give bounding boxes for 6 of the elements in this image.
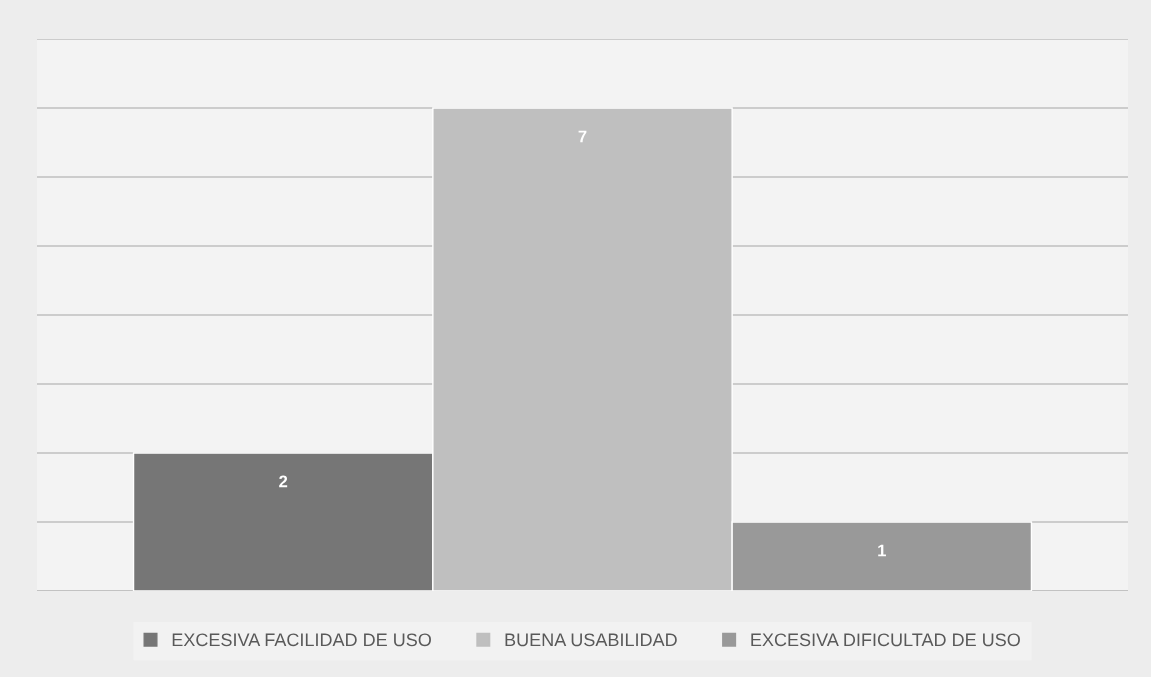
data-label: 1 — [878, 544, 886, 557]
legend-label: EXCESIVA FACILIDAD DE USO — [172, 633, 431, 647]
legend-label: BUENA USABILIDAD — [505, 633, 677, 647]
data-label: 2 — [279, 475, 288, 488]
legend-label: EXCESIVA DIFICULTAD DE USO — [751, 633, 1020, 647]
data-label: 7 — [578, 130, 587, 143]
